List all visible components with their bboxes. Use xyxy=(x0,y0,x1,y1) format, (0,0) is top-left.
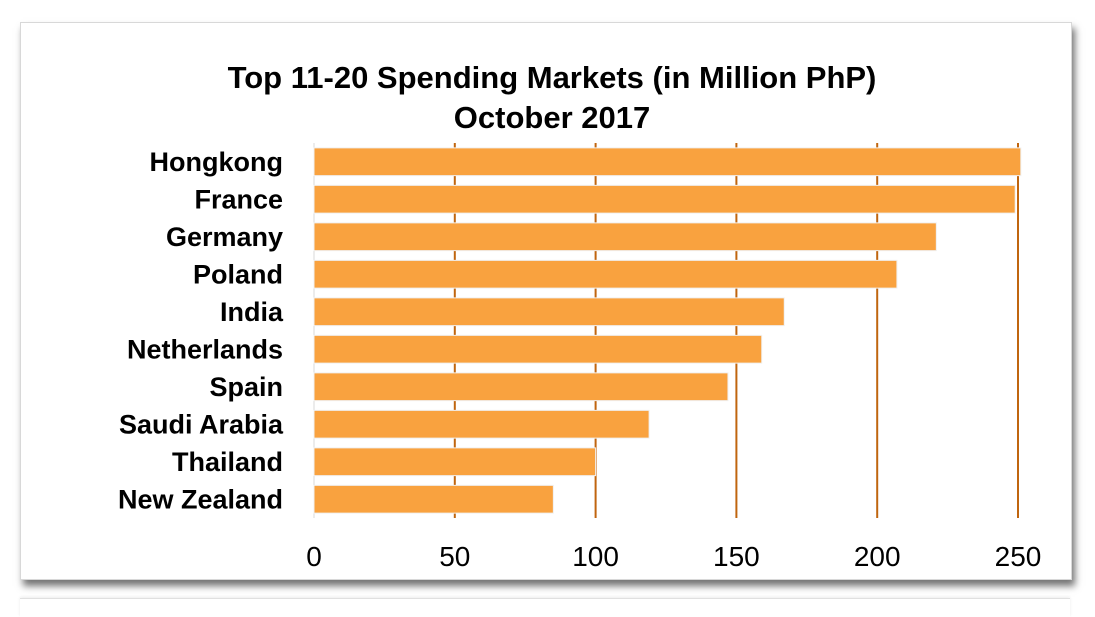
category-label: Spain xyxy=(209,372,283,402)
category-label: India xyxy=(220,297,284,327)
x-tick-label: 150 xyxy=(713,541,760,572)
x-tick-label: 200 xyxy=(854,541,901,572)
bar-india xyxy=(313,297,785,327)
category-label: Poland xyxy=(193,259,283,289)
x-tick-label: 50 xyxy=(439,541,470,572)
category-label: Hongkong xyxy=(150,147,283,177)
next-card-edge xyxy=(20,598,1070,617)
bar-france xyxy=(313,184,1016,214)
bar-hongkong xyxy=(313,147,1022,177)
category-label: France xyxy=(194,184,283,214)
bar-netherlands xyxy=(313,334,763,364)
bar-spain xyxy=(313,372,729,402)
x-tick-label: 100 xyxy=(572,541,619,572)
bar-germany xyxy=(313,222,937,252)
x-tick-label: 250 xyxy=(995,541,1042,572)
bar-poland xyxy=(313,259,898,289)
chart-title: Top 11-20 Spending Markets (in Million P… xyxy=(228,60,877,95)
category-label: Germany xyxy=(166,222,283,252)
category-label: Saudi Arabia xyxy=(119,409,284,439)
bar-new-zealand xyxy=(313,484,554,514)
bar-saudi-arabia xyxy=(313,409,650,439)
bars xyxy=(313,147,1022,514)
bar-thailand xyxy=(313,447,597,477)
x-tick-label: 0 xyxy=(306,541,322,572)
category-label: Thailand xyxy=(172,447,283,477)
category-label: New Zealand xyxy=(118,484,283,514)
chart-subtitle: October 2017 xyxy=(454,100,650,135)
x-axis-tick-labels: 0 50 100 150 200 250 xyxy=(306,541,1041,572)
category-labels: Hongkong France Germany Poland India Netherla… xyxy=(118,147,284,515)
category-label: Netherlands xyxy=(127,334,283,364)
